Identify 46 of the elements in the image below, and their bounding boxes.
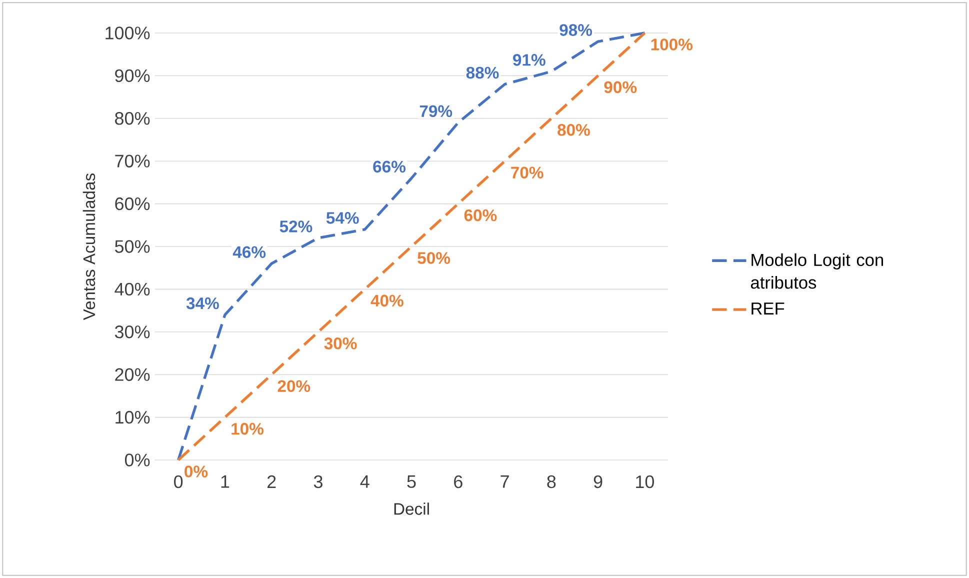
y-tick-label: 50%	[114, 240, 150, 253]
data-label: 70%	[511, 166, 544, 178]
data-label: 79%	[420, 105, 452, 118]
x-tick-label: 3	[314, 475, 322, 488]
data-label: 0%	[184, 466, 208, 478]
y-tick-label: 10%	[116, 410, 150, 424]
data-label: 98%	[560, 24, 592, 36]
data-label: 50%	[418, 252, 450, 264]
data-label: 100%	[651, 38, 692, 50]
x-tick-label: 10	[636, 475, 654, 488]
data-label: 90%	[604, 81, 637, 94]
data-label: 52%	[280, 220, 312, 232]
data-label: 66%	[373, 160, 406, 173]
data-label: 80%	[558, 124, 590, 136]
legend-label: REF	[752, 302, 784, 314]
data-label: 88%	[466, 66, 499, 79]
x-tick-label: 9	[594, 475, 602, 488]
y-tick-label: 20%	[115, 368, 150, 381]
y-tick-label: 40%	[114, 282, 150, 296]
data-label: 34%	[186, 297, 219, 310]
data-label: 91%	[513, 54, 546, 66]
x-tick-label: 8	[547, 475, 556, 488]
y-tick-label: 60%	[115, 197, 150, 210]
data-label: 30%	[324, 338, 357, 350]
data-label: 20%	[278, 380, 310, 392]
y-tick-label: 30%	[114, 326, 150, 338]
y-tick-label: 0%	[124, 454, 150, 466]
legend-label: Modelo Logit con atributos	[750, 253, 884, 289]
data-label: 60%	[464, 209, 497, 222]
y-tick-label: 80%	[115, 112, 150, 125]
data-label: 40%	[370, 294, 404, 307]
y-tick-label: 100%	[106, 26, 150, 40]
y-tick-label: 90%	[115, 69, 150, 82]
y-tick-label: 70%	[115, 154, 150, 168]
y-axis-title: Ventas Acumuladas	[82, 173, 96, 320]
x-tick-label: 5	[407, 475, 416, 488]
data-label: 46%	[232, 246, 266, 258]
x-tick-label: 6	[454, 475, 462, 488]
data-label: 10%	[232, 422, 264, 435]
x-axis-title: Decil	[394, 502, 429, 515]
x-tick-label: 0	[174, 475, 183, 488]
x-tick-label: 7	[500, 475, 509, 488]
x-tick-label: 1	[221, 475, 230, 488]
x-tick-label: 4	[360, 475, 370, 488]
data-label: 54%	[326, 212, 359, 224]
x-tick-label: 2	[267, 475, 276, 488]
